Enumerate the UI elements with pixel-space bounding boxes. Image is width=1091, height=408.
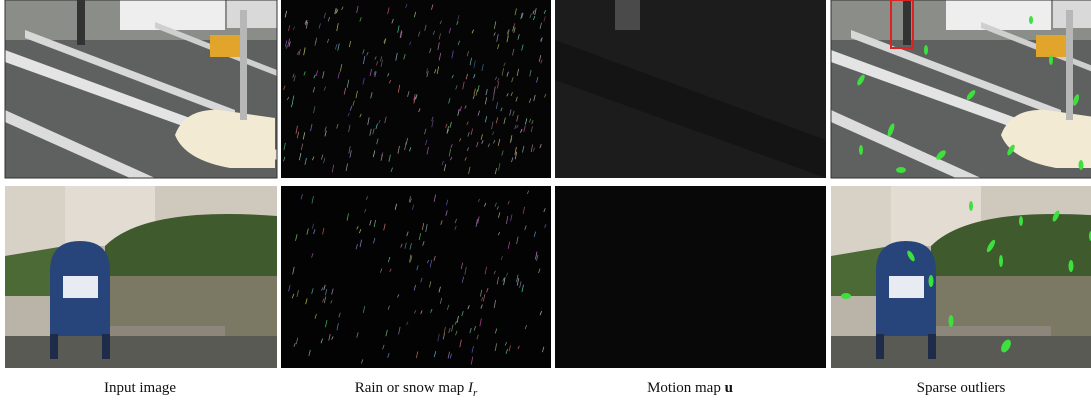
caption-symbol: u [725, 380, 733, 396]
caption: Sparse outliers [917, 380, 1006, 396]
caption-text: Motion map [647, 380, 721, 396]
caption: Motion map u [647, 380, 733, 396]
caption: Input image [104, 380, 176, 396]
input-street [5, 0, 277, 178]
caption-subscript: r [473, 387, 478, 399]
rain-map-street [281, 0, 551, 178]
outliers-mailbox [831, 186, 1091, 408]
caption: Rain or snow map Ir [355, 380, 478, 399]
caption-text: Input image [104, 380, 176, 396]
outliers-street [831, 0, 1091, 178]
caption-text: Sparse outliers [917, 380, 1006, 396]
figure: Input image Rain or snow map Ir Motion m… [0, 0, 1091, 408]
motion-map-mailbox [555, 186, 826, 368]
caption-text: Rain or snow map [355, 380, 465, 396]
motion-map-street [555, 0, 826, 178]
input-mailbox [5, 186, 277, 408]
